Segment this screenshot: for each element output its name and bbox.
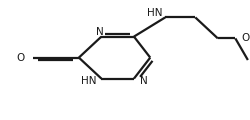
Text: N: N [140, 76, 147, 86]
Text: N: N [96, 27, 104, 37]
Text: HN: HN [147, 8, 162, 18]
Text: O: O [16, 53, 24, 63]
Text: HN: HN [80, 76, 96, 86]
Text: O: O [241, 33, 249, 43]
